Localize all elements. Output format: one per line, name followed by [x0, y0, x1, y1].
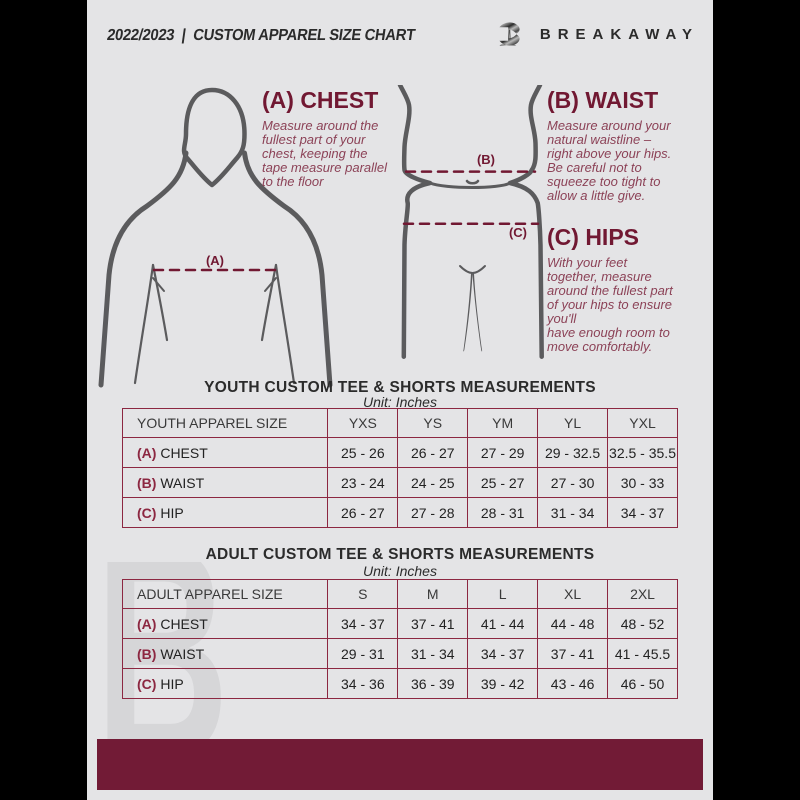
svg-text:(A): (A)	[206, 253, 224, 268]
svg-text:(C): (C)	[509, 225, 527, 240]
svg-text:(B): (B)	[477, 152, 495, 167]
